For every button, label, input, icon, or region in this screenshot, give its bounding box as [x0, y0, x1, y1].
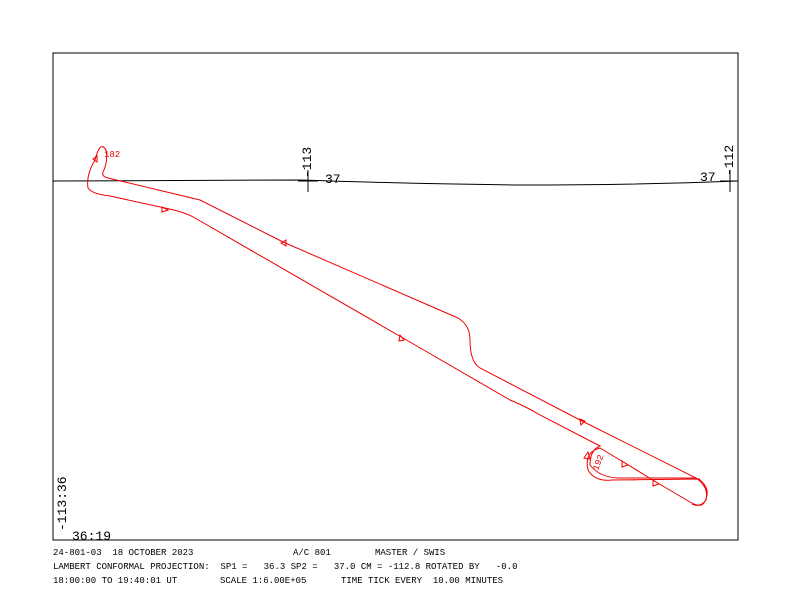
- corner-lat-label: 36:19: [72, 529, 111, 544]
- footer-system: MASTER / SWIS: [375, 548, 445, 558]
- lat-label: 37: [325, 172, 341, 187]
- corner-lon-label: -113:36: [55, 476, 70, 531]
- lon-label: -113: [300, 147, 315, 178]
- map-frame: [52, 52, 739, 541]
- footer-projection: LAMBERT CONFORMAL PROJECTION: SP1 = 36.3…: [53, 562, 517, 572]
- track-end-label: 192: [591, 453, 606, 472]
- footer-scale: SCALE 1:6.00E+05: [220, 576, 306, 586]
- track-start-label: 182: [104, 150, 120, 160]
- footer-tick: TIME TICK EVERY 10.00 MINUTES: [341, 576, 503, 586]
- footer-time: 18:00:00 TO 19:40:01 UT: [53, 576, 178, 586]
- flight-track: [87, 146, 708, 506]
- footer-aircraft: A/C 801: [293, 548, 331, 558]
- lon-label: -112: [722, 145, 737, 176]
- lat-label: 37: [700, 170, 716, 185]
- latitude-line: [52, 179, 739, 186]
- footer-flight: 24-801-03 18 OCTOBER 2023: [53, 548, 193, 558]
- grid-crosses: [298, 170, 738, 192]
